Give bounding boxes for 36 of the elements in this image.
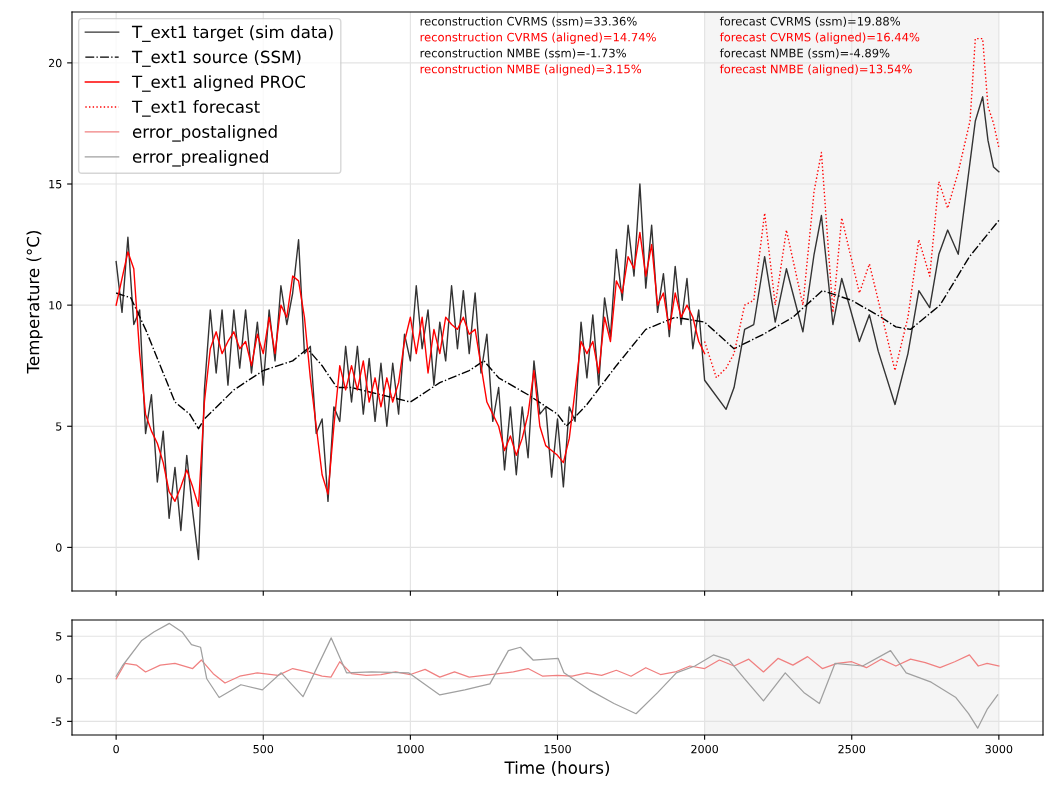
y-axis-title: Temperature (°C) [26, 231, 43, 374]
x-tick-label: 0 [113, 744, 119, 754]
annotation: reconstruction CVRMS (aligned)=14.74% [420, 32, 656, 44]
x-tick-label: 1500 [544, 744, 571, 754]
line-series [115, 219, 1000, 430]
y-tick-label: 5 [56, 422, 62, 431]
annotation: reconstruction CVRMS (ssm)=33.36% [420, 16, 637, 27]
legend-label: T_ext1 forecast [131, 100, 260, 117]
line-series [115, 622, 999, 729]
annotation: reconstruction NMBE (aligned)=3.15% [420, 64, 642, 76]
legend-label: T_ext1 source (SSM) [131, 50, 301, 67]
x-axis-title: Time (hours) [504, 761, 610, 776]
x-tick-label: 3000 [985, 744, 1013, 754]
annotation: forecast CVRMS (ssm)=19.88% [719, 16, 901, 27]
annotation: forecast NMBE (ssm)=-4.89% [719, 48, 890, 59]
x-tick-label: 500 [253, 744, 274, 754]
y-tick-label: -5 [51, 717, 62, 726]
y-tick-label: 0 [55, 543, 62, 552]
x-tick-label: 2500 [838, 744, 866, 754]
x-tick-label: 1000 [397, 744, 424, 754]
legend-label: T_ext1 aligned PROC [131, 75, 306, 92]
legend-label: error_prealigned [132, 149, 268, 167]
line-series [115, 654, 1000, 684]
legend-label: T_ext1 target (sim data) [131, 25, 333, 42]
y-tick-label: 20 [48, 58, 62, 68]
legend-label: error_postaligned [132, 125, 277, 142]
annotation: reconstruction NMBE (ssm)=-1.73% [420, 48, 627, 59]
y-tick-label: 10 [49, 301, 62, 310]
line-series [115, 231, 706, 507]
x-tick-label: 2000 [691, 744, 719, 754]
annotation: forecast NMBE (aligned)=13.54% [719, 64, 912, 76]
line-series [115, 96, 1000, 561]
annotation: forecast CVRMS (aligned)=16.44% [719, 32, 920, 44]
y-tick-label: 0 [55, 674, 62, 684]
y-tick-label: 5 [56, 632, 62, 641]
y-tick-label: 15 [49, 180, 62, 189]
